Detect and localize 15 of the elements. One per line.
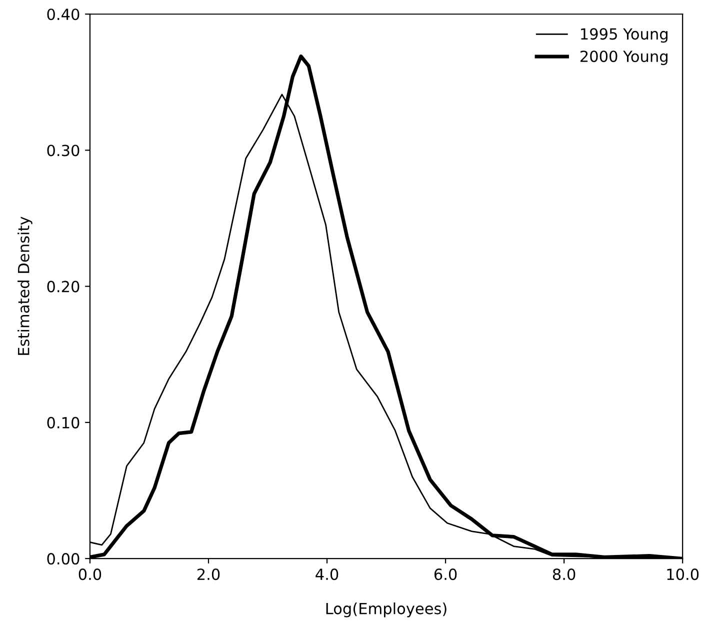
legend-label: 1995 Young xyxy=(581,28,668,43)
x-tick-label: 2.0 xyxy=(197,568,220,580)
y-axis-title: Estimated Density xyxy=(18,216,32,355)
y-tick-label: 0.30 xyxy=(47,144,80,156)
x-axis-title: Log(Employees) xyxy=(326,602,446,618)
x-tick-label: 8.0 xyxy=(552,568,576,580)
y-tick-label: 0.10 xyxy=(47,416,80,428)
x-tick-label: 6.0 xyxy=(434,568,457,580)
legend-label: 2000 Young xyxy=(580,50,668,66)
y-tick-label: 0.20 xyxy=(47,280,80,292)
y-tick-label: 0.00 xyxy=(47,553,80,565)
y-tick-label: 0.40 xyxy=(47,8,80,20)
x-tick-label: 4.0 xyxy=(316,568,338,580)
x-tick-label: 0.0 xyxy=(78,568,102,580)
x-tick-label: 10.0 xyxy=(667,568,699,580)
